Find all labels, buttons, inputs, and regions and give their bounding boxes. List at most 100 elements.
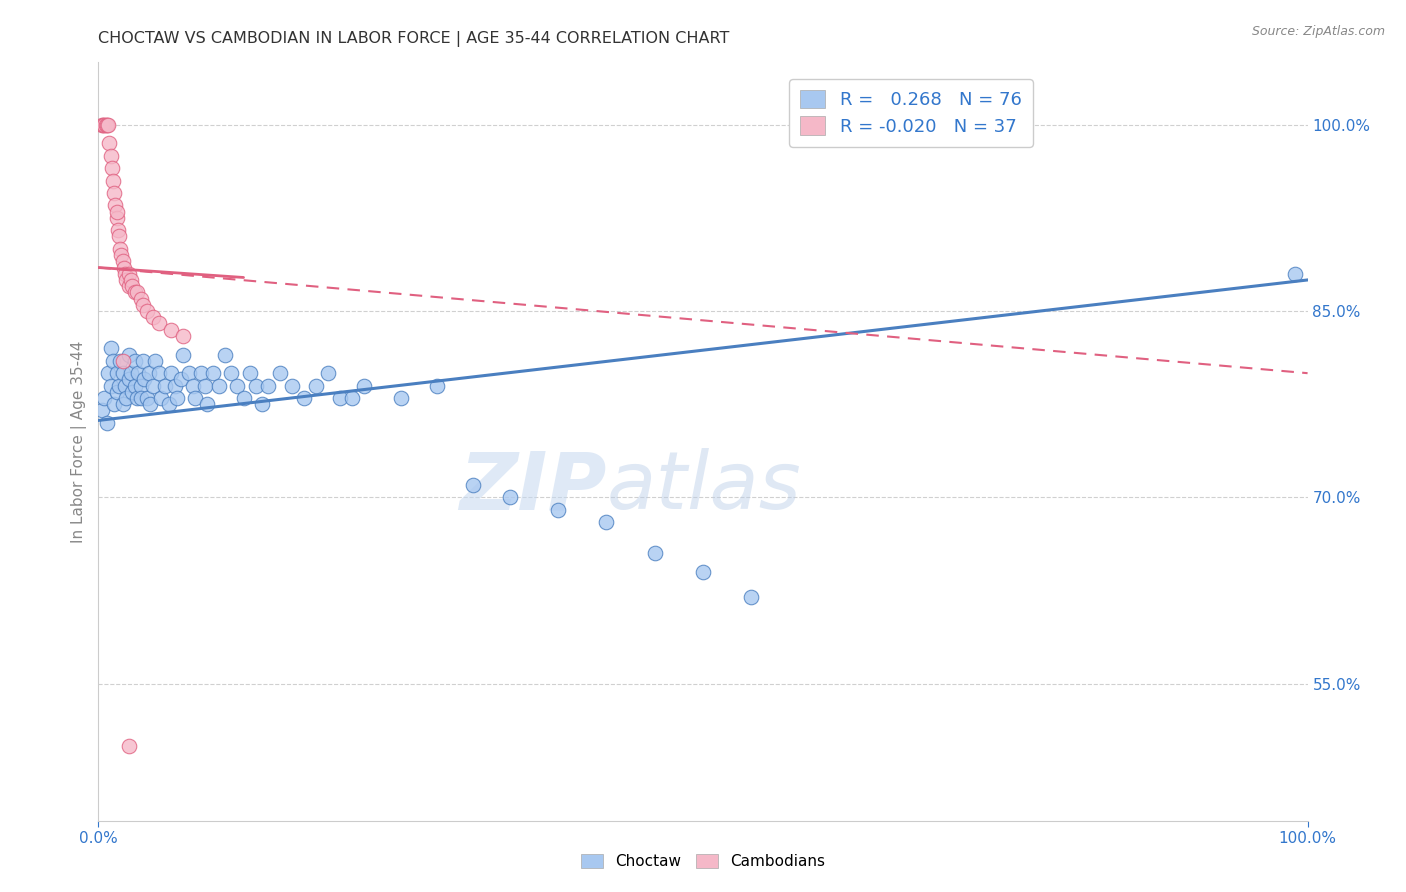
Point xyxy=(93,391,115,405)
Point xyxy=(105,384,128,399)
Point xyxy=(103,186,125,200)
Point xyxy=(100,149,122,163)
Point xyxy=(463,478,485,492)
Point xyxy=(172,347,194,361)
Point xyxy=(124,353,146,368)
Point xyxy=(142,378,165,392)
Point xyxy=(104,198,127,212)
Point xyxy=(97,118,120,132)
Point xyxy=(148,317,170,331)
Point xyxy=(121,384,143,399)
Point xyxy=(184,391,207,405)
Point xyxy=(214,347,236,361)
Point xyxy=(108,229,131,244)
Point xyxy=(101,173,124,187)
Legend: Choctaw, Cambodians: Choctaw, Cambodians xyxy=(575,847,831,875)
Point xyxy=(132,353,155,368)
Point xyxy=(281,378,304,392)
Point xyxy=(105,204,128,219)
Point xyxy=(97,366,120,380)
Point xyxy=(353,378,375,392)
Point xyxy=(94,118,117,132)
Point xyxy=(112,260,135,275)
Point xyxy=(195,397,218,411)
Point xyxy=(1284,267,1306,281)
Point xyxy=(169,372,191,386)
Point xyxy=(129,391,152,405)
Point xyxy=(118,372,141,386)
Point xyxy=(142,310,165,325)
Point xyxy=(96,416,118,430)
Point xyxy=(166,391,188,405)
Point xyxy=(98,136,121,151)
Point xyxy=(132,298,155,312)
Point xyxy=(426,378,449,392)
Point xyxy=(250,397,273,411)
Point xyxy=(93,118,115,132)
Point xyxy=(740,590,762,604)
Point xyxy=(342,391,364,405)
Point xyxy=(127,285,149,300)
Point xyxy=(644,546,666,560)
Point xyxy=(108,353,131,368)
Point xyxy=(292,391,315,405)
Point xyxy=(160,323,183,337)
Point xyxy=(172,329,194,343)
Point xyxy=(135,391,157,405)
Point xyxy=(91,403,114,417)
Point xyxy=(108,242,131,256)
Text: ZIP: ZIP xyxy=(458,448,606,526)
Point xyxy=(111,366,134,380)
Point xyxy=(101,353,124,368)
Point xyxy=(202,366,225,380)
Point xyxy=(96,118,118,132)
Point xyxy=(118,279,141,293)
Point xyxy=(111,254,134,268)
Point xyxy=(120,366,142,380)
Point xyxy=(111,397,134,411)
Point xyxy=(115,391,138,405)
Point xyxy=(547,503,569,517)
Point xyxy=(105,366,128,380)
Point xyxy=(118,267,141,281)
Point xyxy=(226,378,249,392)
Point xyxy=(110,248,132,262)
Point xyxy=(208,378,231,392)
Point xyxy=(157,397,180,411)
Point xyxy=(143,353,166,368)
Point xyxy=(179,366,201,380)
Point xyxy=(115,273,138,287)
Point xyxy=(127,366,149,380)
Text: Source: ZipAtlas.com: Source: ZipAtlas.com xyxy=(1251,25,1385,38)
Point xyxy=(100,161,122,175)
Point xyxy=(107,223,129,237)
Point xyxy=(194,378,217,392)
Legend: R =   0.268   N = 76, R = -0.020   N = 37: R = 0.268 N = 76, R = -0.020 N = 37 xyxy=(789,79,1032,146)
Point xyxy=(316,366,339,380)
Point xyxy=(148,366,170,380)
Point xyxy=(239,366,262,380)
Point xyxy=(120,273,142,287)
Point xyxy=(232,391,254,405)
Point xyxy=(498,491,520,505)
Point xyxy=(595,516,617,530)
Point xyxy=(127,391,149,405)
Point xyxy=(245,378,267,392)
Point xyxy=(118,739,141,753)
Point xyxy=(103,397,125,411)
Text: atlas: atlas xyxy=(606,448,801,526)
Point xyxy=(389,391,412,405)
Point xyxy=(221,366,243,380)
Point xyxy=(305,378,328,392)
Point xyxy=(118,347,141,361)
Point xyxy=(91,118,114,132)
Point xyxy=(138,366,160,380)
Point xyxy=(114,378,136,392)
Point xyxy=(114,267,136,281)
Y-axis label: In Labor Force | Age 35-44: In Labor Force | Age 35-44 xyxy=(72,341,87,542)
Point xyxy=(692,565,714,579)
Point xyxy=(160,366,183,380)
Point xyxy=(124,285,146,300)
Point xyxy=(91,118,114,132)
Point xyxy=(100,378,122,392)
